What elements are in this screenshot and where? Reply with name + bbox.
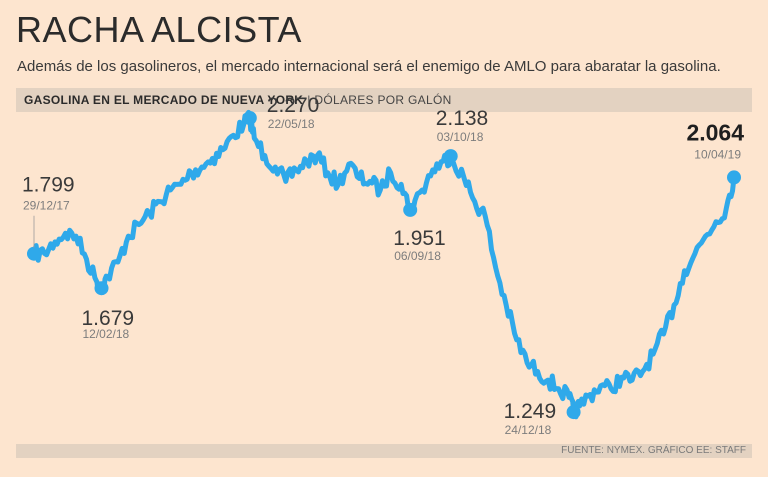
chart-header-band: GASOLINA EN EL MERCADO DE NUEVA YORK | DÓL… — [16, 88, 752, 112]
value-label: 2.064 — [686, 119, 744, 145]
date-label: 06/09/18 — [394, 249, 441, 263]
marker-06-09-18 — [403, 202, 418, 217]
unit-label: DÓLARES POR GALÓN — [314, 93, 452, 107]
marker-12-02-18 — [94, 281, 109, 296]
date-label: 03/10/18 — [437, 130, 484, 144]
marker-03-10-18 — [443, 149, 458, 164]
value-label: 1.951 — [393, 227, 446, 250]
marker-24-12-18 — [566, 405, 581, 420]
date-label: 12/02/18 — [83, 327, 130, 341]
value-label: 1.679 — [82, 307, 135, 330]
source-note: FUENTE: NYMEX. GRÁFICO EE: STAFF — [561, 445, 746, 456]
chart-header-text: GASOLINA EN EL MERCADO DE NUEVA YORK | DÓL… — [24, 93, 452, 107]
series-line — [31, 109, 737, 420]
date-label: 29/12/17 — [23, 199, 70, 213]
value-label: 2.138 — [436, 107, 489, 130]
date-label: 10/04/19 — [694, 147, 741, 161]
page-subtitle: Además de los gasolineros, el mercado in… — [17, 58, 721, 75]
header-separator: | — [307, 93, 311, 107]
series-layer — [31, 109, 737, 420]
value-label: 2.270 — [267, 94, 320, 117]
marker-29-12-17 — [27, 246, 41, 261]
footer-band: FUENTE: NYMEX. GRÁFICO EE: STAFF — [16, 444, 752, 458]
value-label: 1.799 — [22, 174, 75, 197]
marker-22-05-18 — [242, 111, 257, 125]
value-label: 1.249 — [504, 400, 557, 423]
date-label: 22/05/18 — [268, 117, 315, 131]
chart-title: GASOLINA EN EL MERCADO DE NUEVA YORK — [24, 93, 304, 107]
marker-10-04-19 — [727, 170, 741, 185]
page-title: RACHA ALCISTA — [16, 9, 302, 50]
date-label: 24/12/18 — [505, 423, 552, 437]
